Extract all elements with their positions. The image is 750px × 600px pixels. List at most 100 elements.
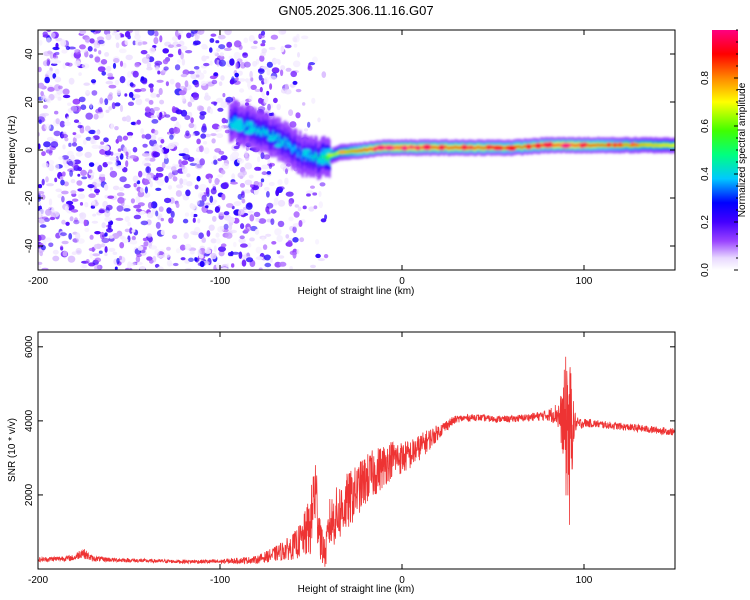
noise-blob: [220, 101, 228, 108]
noise-blob: [85, 90, 90, 94]
noise-blob: [260, 178, 265, 183]
noise-blob: [105, 80, 114, 85]
ridge-segment: [351, 150, 354, 153]
noise-blob: [124, 31, 131, 38]
noise-blob: [104, 216, 112, 222]
noise-blob: [301, 35, 309, 40]
ridge-segment: [578, 143, 581, 146]
noise-blob: [100, 59, 108, 65]
noise-blob: [101, 222, 106, 229]
noise-blob: [88, 193, 96, 198]
noise-blob: [182, 195, 190, 201]
noise-blob: [285, 191, 294, 197]
noise-blob: [108, 235, 114, 239]
noise-blob: [199, 114, 205, 120]
noise-blob: [292, 80, 298, 85]
noise-blob: [194, 81, 200, 88]
noise-blob: [41, 178, 45, 186]
noise-blob: [132, 40, 136, 46]
noise-blob: [206, 230, 211, 237]
noise-blob: [54, 84, 61, 92]
ridge-segment: [517, 145, 520, 148]
noise-blob: [89, 252, 93, 259]
noise-blob: [58, 85, 63, 90]
noise-blob: [152, 151, 160, 158]
noise-blob: [231, 151, 240, 158]
ridge-segment: [264, 130, 267, 136]
ridge-segment: [454, 145, 457, 149]
noise-blob: [79, 212, 84, 217]
noise-blob: [145, 98, 150, 102]
noise-blob: [62, 250, 68, 257]
noise-blob: [204, 249, 212, 254]
ridge-segment: [624, 143, 627, 146]
noise-blob: [127, 101, 135, 107]
noise-blob: [130, 198, 135, 204]
noise-blob: [81, 264, 88, 269]
ridge-segment: [278, 134, 281, 140]
noise-blob: [45, 37, 51, 44]
noise-blob: [240, 223, 245, 230]
noise-blob: [62, 88, 70, 95]
noise-blob: [133, 182, 137, 188]
ridge-segment: [266, 128, 269, 135]
noise-blob: [261, 39, 266, 44]
noise-blob: [61, 240, 69, 245]
noise-blob: [199, 183, 207, 191]
ridge-segment: [352, 150, 355, 153]
noise-blob: [78, 72, 82, 76]
noise-blob: [223, 47, 232, 52]
noise-blob: [114, 266, 118, 270]
ridge-segment: [397, 146, 400, 149]
noise-blob: [88, 247, 96, 252]
noise-blob: [218, 59, 226, 67]
noise-blob: [171, 36, 179, 42]
noise-blob: [261, 236, 265, 241]
noise-blob: [156, 93, 160, 98]
noise-blob: [266, 202, 274, 209]
noise-blob: [208, 177, 212, 184]
noise-blob: [218, 212, 226, 216]
noise-blob: [150, 92, 158, 98]
ridge-segment: [289, 141, 292, 148]
noise-blob: [200, 80, 207, 86]
ridge-segment: [666, 143, 669, 147]
ridge-segment: [259, 129, 262, 136]
noise-blob: [142, 178, 150, 186]
noise-blob: [211, 79, 218, 85]
noise-blob: [100, 141, 105, 145]
noise-blob: [268, 75, 277, 80]
noise-blob: [215, 40, 220, 44]
noise-blob: [97, 66, 106, 72]
noise-blob: [87, 184, 95, 189]
noise-blob: [71, 251, 77, 255]
noise-region: [38, 30, 329, 270]
noise-blob: [159, 99, 165, 105]
noise-blob: [244, 155, 250, 162]
noise-blob: [68, 77, 75, 85]
noise-blob: [94, 244, 98, 250]
noise-blob: [125, 160, 129, 168]
ridge-segment: [555, 144, 558, 147]
ridge-segment: [306, 152, 309, 158]
noise-blob: [194, 157, 200, 162]
noise-blob: [122, 63, 127, 68]
noise-blob: [307, 121, 311, 128]
ridge-segment: [644, 143, 647, 146]
noise-blob: [220, 267, 228, 270]
noise-blob: [228, 224, 233, 231]
noise-blob: [119, 236, 126, 240]
ridge-segment: [292, 146, 295, 152]
noise-blob: [70, 105, 78, 112]
ridge-segment: [322, 152, 325, 159]
noise-blob: [104, 252, 108, 257]
noise-blob: [91, 144, 100, 149]
noise-blob: [168, 142, 175, 150]
noise-blob: [270, 34, 279, 40]
snr-x-ticks: -200 -100 0 100: [28, 332, 593, 586]
noise-blob: [145, 166, 152, 174]
ridge-segment: [394, 146, 397, 150]
noise-blob: [148, 259, 154, 264]
colorbar-tick-label: 0.6: [700, 119, 711, 133]
noise-blob: [70, 178, 76, 184]
